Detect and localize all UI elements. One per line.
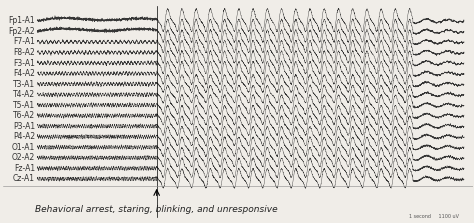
Text: Cz-A1: Cz-A1 [13,174,35,183]
Text: Fz-A1: Fz-A1 [14,164,35,173]
Text: T4-A2: T4-A2 [13,90,35,99]
Text: Behavioral arrest, staring, blinking, and unresponsive: Behavioral arrest, staring, blinking, an… [36,206,278,215]
Text: 1 second     1100 uV: 1 second 1100 uV [409,214,458,219]
Text: F3-A1: F3-A1 [13,58,35,68]
Text: O1-A1: O1-A1 [12,143,35,152]
Text: P3-A1: P3-A1 [13,122,35,131]
Text: T3-A1: T3-A1 [13,80,35,89]
Text: Fp1-A1: Fp1-A1 [9,16,35,25]
Text: O2-A2: O2-A2 [12,153,35,162]
Text: F4-A2: F4-A2 [13,69,35,78]
Text: F8-A2: F8-A2 [13,48,35,57]
Text: T6-A2: T6-A2 [13,111,35,120]
Text: P4-A2: P4-A2 [13,132,35,141]
Text: T5-A1: T5-A1 [13,101,35,110]
Text: Fp2-A2: Fp2-A2 [9,27,35,36]
Text: F7-A1: F7-A1 [13,37,35,46]
